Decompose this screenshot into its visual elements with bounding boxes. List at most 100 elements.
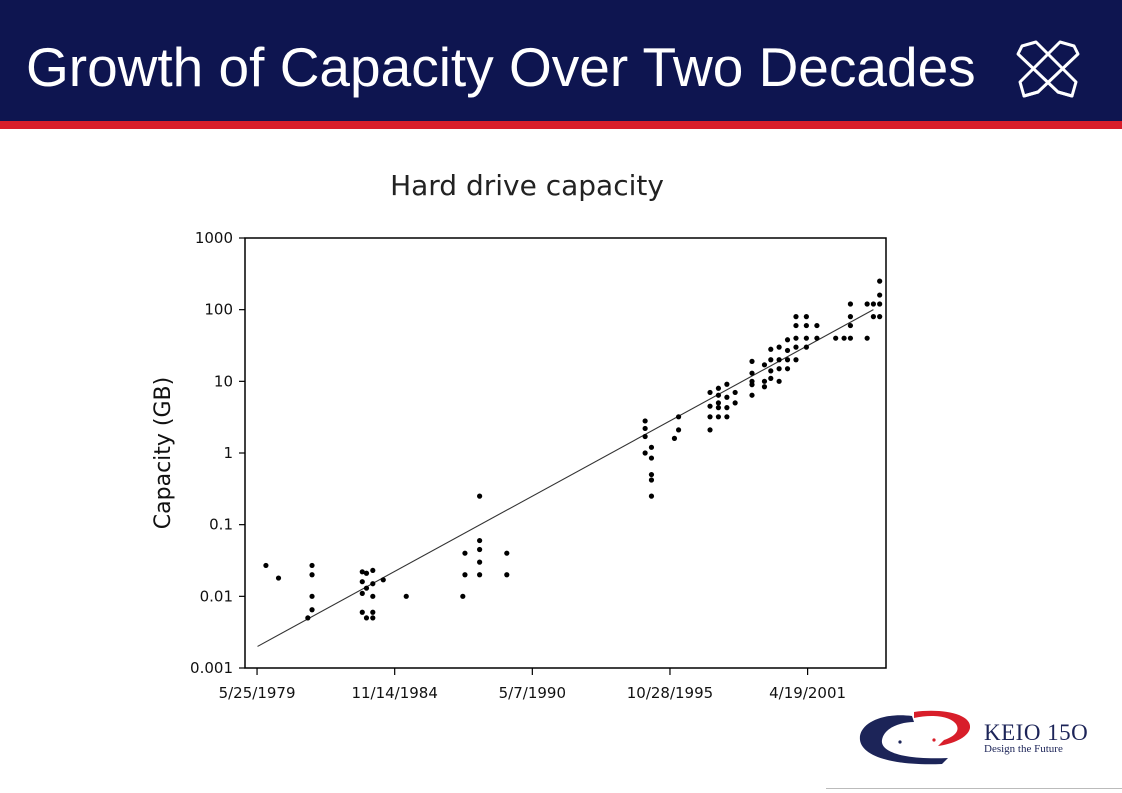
data-point <box>363 570 370 576</box>
y-tick-label: 10 <box>214 372 233 390</box>
data-point <box>776 357 782 363</box>
data-point <box>359 569 365 575</box>
data-point <box>732 389 738 396</box>
data-point <box>814 322 820 329</box>
data-point <box>776 378 782 384</box>
data-point <box>477 493 483 499</box>
accent-bar <box>0 121 1122 129</box>
crossed-pens-icon <box>1016 40 1080 98</box>
data-point <box>309 572 315 578</box>
y-tick-label: 1000 <box>195 229 233 247</box>
data-point <box>864 335 870 341</box>
data-point <box>477 546 483 553</box>
data-point <box>768 368 774 374</box>
data-point <box>715 414 722 420</box>
data-point <box>715 405 722 411</box>
data-point <box>732 400 738 406</box>
data-point <box>370 567 376 574</box>
data-point <box>847 314 854 320</box>
data-point <box>359 590 365 596</box>
data-point <box>833 335 839 341</box>
y-tick-label: 0.1 <box>209 516 233 534</box>
data-point <box>263 562 269 569</box>
data-point <box>370 615 376 621</box>
x-tick-label: 5/25/1979 <box>219 684 296 702</box>
trend-line <box>257 309 874 647</box>
data-point <box>749 358 755 364</box>
x-tick-label: 4/19/2001 <box>769 684 846 702</box>
data-point <box>477 559 483 565</box>
footer-divider <box>826 788 1122 789</box>
data-point <box>803 344 809 350</box>
data-point <box>793 344 799 350</box>
data-point <box>877 278 883 284</box>
data-point <box>847 335 854 341</box>
data-point <box>803 314 809 320</box>
y-tick-label: 1 <box>223 444 233 462</box>
data-point <box>793 335 799 341</box>
brand-name: KEIO 15O <box>984 720 1089 745</box>
data-point <box>477 572 483 578</box>
data-point <box>648 477 655 483</box>
data-point <box>504 572 510 578</box>
data-point <box>462 550 468 556</box>
data-point <box>675 414 682 420</box>
data-point <box>504 550 510 556</box>
data-point <box>359 609 365 615</box>
data-point <box>870 301 877 307</box>
data-point <box>648 444 655 450</box>
data-point <box>715 400 722 406</box>
data-point <box>309 607 315 613</box>
data-point <box>761 362 768 368</box>
data-point <box>305 615 311 621</box>
data-point <box>724 394 730 400</box>
data-point <box>877 292 883 298</box>
data-point <box>309 593 315 599</box>
data-point <box>707 414 713 420</box>
data-point <box>462 572 468 578</box>
data-points <box>263 278 883 621</box>
data-point <box>403 593 409 599</box>
y-axis-label: Capacity (GB) <box>151 377 176 529</box>
data-point <box>715 385 722 391</box>
data-point <box>363 615 370 621</box>
data-point <box>675 427 682 433</box>
data-point <box>715 392 722 398</box>
data-point <box>768 375 774 381</box>
data-point <box>642 450 648 456</box>
data-point <box>776 366 782 372</box>
data-point <box>749 392 755 398</box>
data-point <box>803 335 809 341</box>
trend-line-group <box>257 309 874 647</box>
data-point <box>648 471 655 478</box>
data-point <box>707 389 713 396</box>
data-point <box>864 301 870 307</box>
data-point <box>877 314 883 320</box>
x-tick-label: 5/7/1990 <box>499 684 566 702</box>
x-tick-label: 10/28/1995 <box>627 684 713 702</box>
data-point <box>460 593 466 599</box>
data-point <box>877 301 883 307</box>
data-point <box>749 382 755 388</box>
data-point <box>309 562 315 569</box>
data-point <box>671 435 678 441</box>
data-point <box>477 537 483 544</box>
data-point <box>707 427 713 433</box>
data-point <box>642 425 648 432</box>
data-point <box>370 593 376 599</box>
data-point <box>648 493 655 499</box>
data-point <box>359 579 365 585</box>
slide-header: Growth of Capacity Over Two Decades <box>0 0 1122 121</box>
chart-title: Hard drive capacity <box>390 169 664 202</box>
data-point <box>814 335 820 341</box>
data-point <box>724 414 730 420</box>
data-point <box>761 384 768 390</box>
plot-area <box>244 237 887 669</box>
y-tick-label: 100 <box>204 301 233 319</box>
data-point <box>642 418 648 424</box>
data-point <box>275 575 282 581</box>
data-point <box>380 577 386 583</box>
keio-logo <box>859 710 971 765</box>
x-tick-label: 11/14/1984 <box>351 684 437 702</box>
